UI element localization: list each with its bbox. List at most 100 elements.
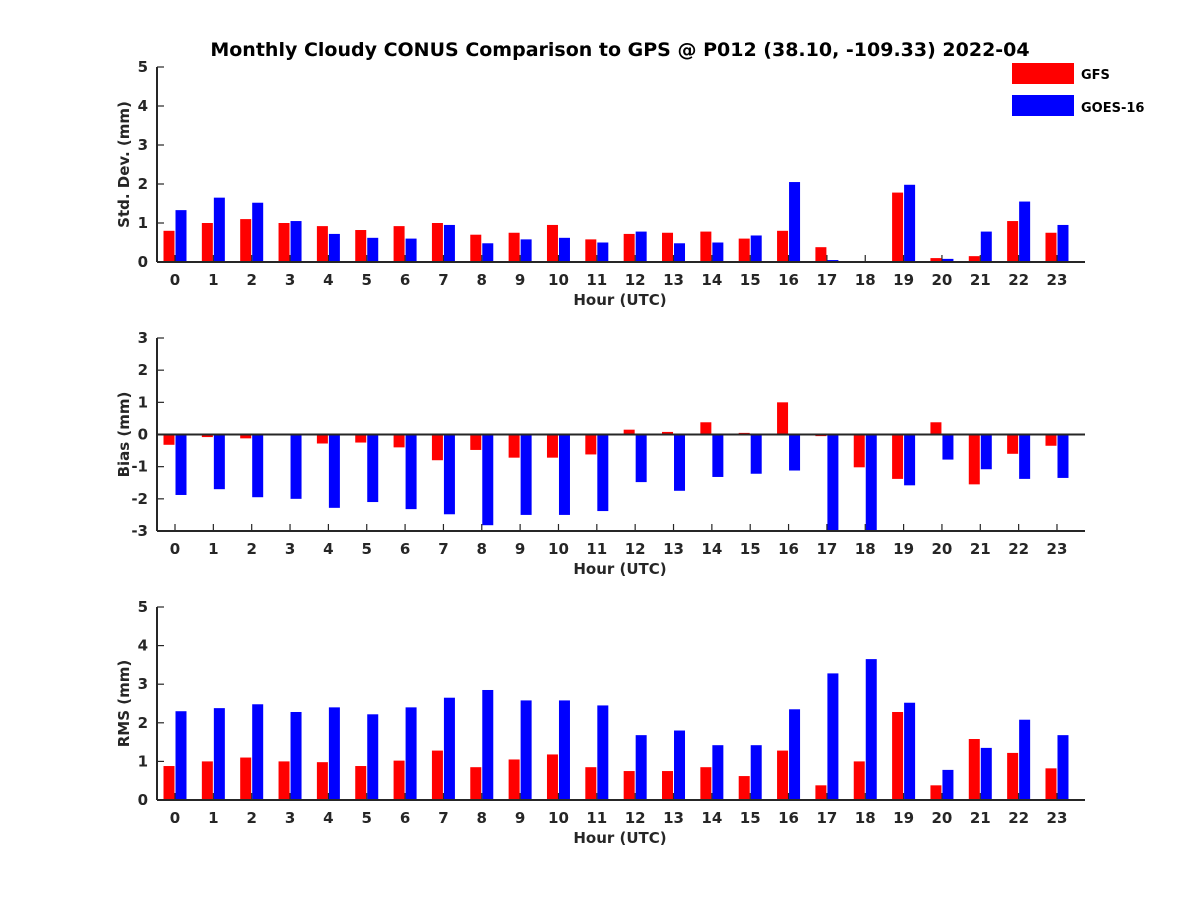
x-tick-label: 4 bbox=[323, 809, 333, 827]
bar-gfs-9 bbox=[508, 232, 520, 262]
bar-goes-16-13 bbox=[674, 730, 686, 800]
x-tick-label: 5 bbox=[362, 271, 372, 289]
bar-gfs-9 bbox=[508, 434, 520, 458]
x-axis-label: Hour (UTC) bbox=[573, 560, 666, 578]
x-tick-label: 8 bbox=[477, 271, 487, 289]
bar-goes-16-6 bbox=[405, 238, 417, 262]
bar-goes-16-23 bbox=[1057, 434, 1069, 478]
bar-gfs-6 bbox=[393, 434, 405, 448]
x-tick-label: 12 bbox=[625, 271, 646, 289]
x-tick-label: 19 bbox=[893, 809, 914, 827]
x-tick-label: 20 bbox=[932, 271, 953, 289]
bar-goes-16-21 bbox=[980, 231, 992, 262]
x-tick-label: 6 bbox=[400, 540, 410, 558]
y-tick-label: 3 bbox=[138, 329, 148, 347]
bar-gfs-22 bbox=[1007, 221, 1019, 262]
bar-goes-16-12 bbox=[635, 735, 647, 800]
bar-goes-16-11 bbox=[597, 434, 609, 512]
y-tick-label: 1 bbox=[138, 752, 148, 770]
bar-goes-16-5 bbox=[367, 714, 379, 800]
x-tick-label: 11 bbox=[586, 809, 607, 827]
bar-goes-16-2 bbox=[252, 202, 264, 262]
bar-gfs-20 bbox=[930, 785, 942, 800]
bar-goes-16-22 bbox=[1019, 201, 1031, 262]
x-tick-label: 11 bbox=[586, 540, 607, 558]
bar-goes-16-6 bbox=[405, 707, 417, 800]
bar-goes-16-1 bbox=[213, 434, 225, 490]
bar-gfs-5 bbox=[355, 434, 367, 443]
x-tick-label: 7 bbox=[438, 540, 448, 558]
x-tick-label: 22 bbox=[1008, 540, 1029, 558]
y-axis-label: Bias (mm) bbox=[115, 392, 133, 478]
x-tick-label: 3 bbox=[285, 271, 295, 289]
bar-gfs-0 bbox=[163, 230, 175, 262]
x-tick-label: 0 bbox=[170, 809, 180, 827]
bar-goes-16-3 bbox=[290, 434, 302, 499]
bar-gfs-11 bbox=[585, 434, 597, 455]
bar-gfs-14 bbox=[700, 422, 712, 435]
bar-gfs-2 bbox=[240, 434, 252, 439]
bar-gfs-16 bbox=[777, 402, 789, 435]
bar-goes-16-7 bbox=[443, 224, 455, 262]
x-tick-label: 9 bbox=[515, 540, 525, 558]
bar-gfs-19 bbox=[892, 192, 904, 262]
x-tick-label: 20 bbox=[932, 809, 953, 827]
x-tick-label: 13 bbox=[663, 540, 684, 558]
x-tick-label: 19 bbox=[893, 540, 914, 558]
x-tick-label: 10 bbox=[548, 271, 569, 289]
x-tick-label: 15 bbox=[740, 271, 761, 289]
bar-goes-16-10 bbox=[558, 434, 570, 515]
bar-gfs-1 bbox=[201, 761, 213, 800]
bar-goes-16-19 bbox=[904, 184, 916, 262]
x-tick-label: 20 bbox=[932, 540, 953, 558]
bar-gfs-10 bbox=[546, 434, 558, 458]
bar-gfs-10 bbox=[546, 224, 558, 262]
bar-goes-16-0 bbox=[175, 711, 187, 800]
bar-gfs-21 bbox=[968, 739, 980, 800]
y-tick-label: 3 bbox=[138, 136, 148, 154]
y-tick-label: 5 bbox=[138, 598, 148, 616]
bar-goes-16-19 bbox=[904, 702, 916, 800]
y-tick-label: -2 bbox=[131, 490, 148, 508]
x-tick-label: 10 bbox=[548, 809, 569, 827]
x-tick-label: 16 bbox=[778, 271, 799, 289]
bar-gfs-15 bbox=[738, 238, 750, 262]
bar-goes-16-7 bbox=[443, 434, 455, 515]
y-tick-label: 0 bbox=[138, 791, 148, 809]
bar-gfs-20 bbox=[930, 258, 942, 262]
bar-goes-16-8 bbox=[482, 243, 494, 262]
x-tick-label: 2 bbox=[246, 271, 256, 289]
bar-goes-16-5 bbox=[367, 434, 379, 503]
bar-gfs-8 bbox=[470, 767, 482, 800]
bar-gfs-1 bbox=[201, 434, 213, 438]
x-tick-label: 3 bbox=[285, 809, 295, 827]
bar-gfs-17 bbox=[815, 785, 827, 800]
x-tick-label: 1 bbox=[208, 540, 218, 558]
x-tick-label: 6 bbox=[400, 271, 410, 289]
bar-goes-16-1 bbox=[213, 708, 225, 800]
bar-gfs-2 bbox=[240, 219, 252, 262]
bar-goes-16-0 bbox=[175, 210, 187, 262]
x-tick-label: 7 bbox=[438, 809, 448, 827]
bar-gfs-18 bbox=[853, 434, 865, 468]
bar-goes-16-23 bbox=[1057, 735, 1069, 800]
x-tick-label: 23 bbox=[1047, 271, 1068, 289]
x-tick-label: 17 bbox=[816, 809, 837, 827]
x-tick-label: 13 bbox=[663, 809, 684, 827]
bar-goes-16-20 bbox=[942, 434, 954, 460]
bar-gfs-17 bbox=[815, 247, 827, 262]
bar-gfs-4 bbox=[316, 434, 328, 444]
bar-goes-16-1 bbox=[213, 197, 225, 262]
bar-goes-16-9 bbox=[520, 700, 532, 800]
bar-gfs-6 bbox=[393, 226, 405, 262]
x-axis-label: Hour (UTC) bbox=[573, 291, 666, 309]
bar-gfs-18 bbox=[853, 761, 865, 800]
x-tick-label: 14 bbox=[701, 809, 722, 827]
bar-gfs-13 bbox=[662, 771, 674, 800]
y-tick-label: 2 bbox=[138, 361, 148, 379]
legend-swatch-gfs bbox=[1012, 63, 1074, 84]
bar-goes-16-3 bbox=[290, 711, 302, 800]
legend: GFS GOES-16 bbox=[1012, 63, 1144, 116]
